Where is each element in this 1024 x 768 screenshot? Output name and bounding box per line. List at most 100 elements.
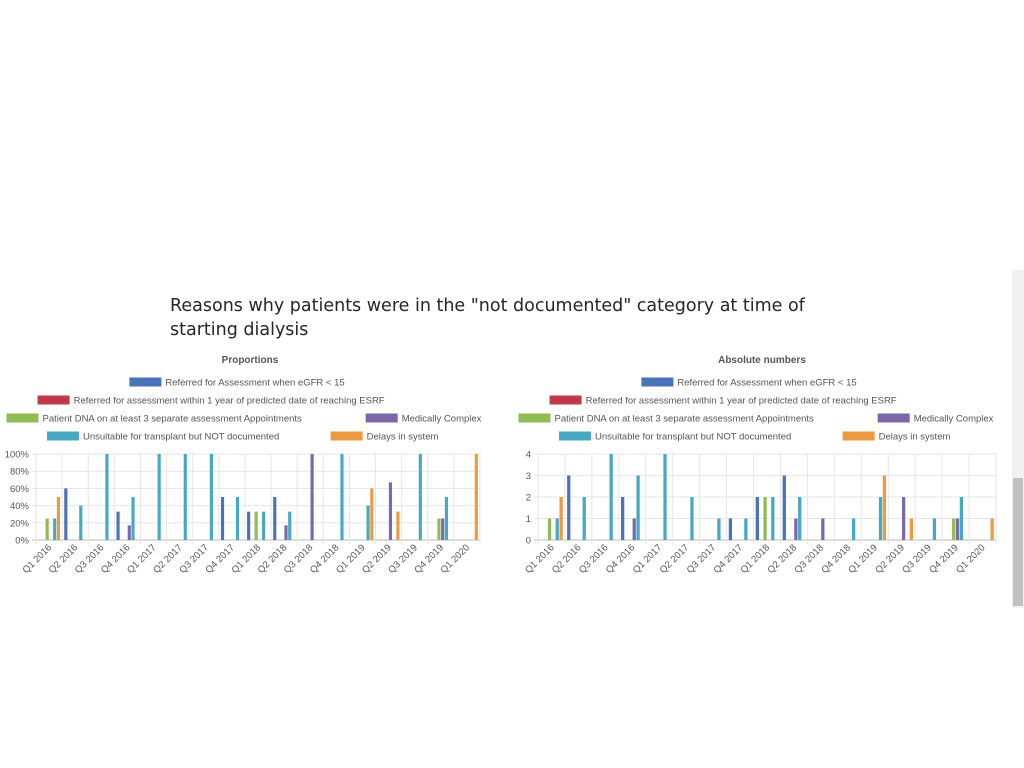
bar-unsuitable-for-transplant-but-not-documented-q1-2016[interactable] xyxy=(53,518,57,541)
y-tick-label: 60% xyxy=(10,484,30,495)
legend-label: Medically Complex xyxy=(914,414,994,425)
bar-medically-complex-q4-2019[interactable] xyxy=(955,518,960,541)
legend-item-delays-in-system[interactable]: Delays in system xyxy=(842,431,951,443)
bar-unsuitable-for-transplant-but-not-documented-q1-2019[interactable] xyxy=(366,505,370,540)
bar-referred-for-assessment-when-egfr-15-q2-2018[interactable] xyxy=(273,497,277,540)
bar-patient-dna-on-at-least-3-separate-assessment-appointments-q1-2016[interactable] xyxy=(45,518,49,541)
bar-unsuitable-for-transplant-but-not-documented-q1-2018[interactable] xyxy=(262,511,266,540)
bar-medically-complex-q4-2019[interactable] xyxy=(441,518,445,541)
bar-unsuitable-for-transplant-but-not-documented-q1-2017[interactable] xyxy=(663,454,667,540)
bar-unsuitable-for-transplant-but-not-documented-q4-2019[interactable] xyxy=(444,497,449,540)
bar-unsuitable-for-transplant-but-not-documented-q2-2016[interactable] xyxy=(79,505,83,540)
bar-patient-dna-on-at-least-3-separate-assessment-appointments-q4-2019[interactable] xyxy=(437,518,441,541)
y-tick-label: 0 xyxy=(526,536,531,547)
legend-item-referred-for-assessment-within-1-year-of-predicted-date-of-reaching-esrf[interactable]: Referred for assessment within 1 year of… xyxy=(549,395,897,407)
bar-referred-for-assessment-when-egfr-15-q4-2016[interactable] xyxy=(116,511,120,540)
bar-referred-for-assessment-when-egfr-15-q4-2017[interactable] xyxy=(220,497,225,540)
bar-delays-in-system-q1-2020[interactable] xyxy=(474,454,478,540)
bar-unsuitable-for-transplant-but-not-documented-q3-2016[interactable] xyxy=(609,454,613,540)
legend-item-delays-in-system[interactable]: Delays in system xyxy=(330,431,439,443)
bar-referred-for-assessment-when-egfr-15-q1-2018[interactable] xyxy=(247,511,251,540)
bar-patient-dna-on-at-least-3-separate-assessment-appointments-q1-2018[interactable] xyxy=(763,497,767,540)
bar-unsuitable-for-transplant-but-not-documented-q1-2017[interactable] xyxy=(157,454,161,540)
bar-referred-for-assessment-when-egfr-15-q4-2017[interactable] xyxy=(728,518,733,541)
bar-unsuitable-for-transplant-but-not-documented-q4-2017[interactable] xyxy=(744,518,748,541)
bar-unsuitable-for-transplant-but-not-documented-q4-2019[interactable] xyxy=(959,497,964,540)
legend-item-referred-for-assessment-within-1-year-of-predicted-date-of-reaching-esrf[interactable]: Referred for assessment within 1 year of… xyxy=(37,395,385,407)
bar-delays-in-system-q1-2016[interactable] xyxy=(559,497,563,540)
y-tick-label: 1 xyxy=(526,514,531,525)
bar-medically-complex-q3-2018[interactable] xyxy=(821,518,825,541)
bar-unsuitable-for-transplant-but-not-documented-q4-2016[interactable] xyxy=(131,497,135,540)
bar-delays-in-system-q1-2019[interactable] xyxy=(882,475,887,541)
bar-delays-in-system-q1-2016[interactable] xyxy=(56,497,60,540)
legend-item-medically-complex[interactable]: Medically Complex xyxy=(365,413,482,425)
legend-label: Unsuitable for transplant but NOT docume… xyxy=(595,432,791,443)
legend-item-medically-complex[interactable]: Medically Complex xyxy=(877,413,994,425)
bar-patient-dna-on-at-least-3-separate-assessment-appointments-q1-2016[interactable] xyxy=(547,518,552,541)
bar-delays-in-system-q1-2020[interactable] xyxy=(990,518,994,541)
bar-unsuitable-for-transplant-but-not-documented-q2-2017[interactable] xyxy=(690,497,694,540)
bar-referred-for-assessment-when-egfr-15-q2-2016[interactable] xyxy=(567,475,571,541)
bar-unsuitable-for-transplant-but-not-documented-q4-2016[interactable] xyxy=(636,475,640,541)
legend-label: Patient DNA on at least 3 separate asses… xyxy=(43,414,303,425)
legend-item-unsuitable-for-transplant-but-not-documented[interactable]: Unsuitable for transplant but NOT docume… xyxy=(47,431,279,443)
legend-label: Referred for assessment within 1 year of… xyxy=(586,396,897,407)
y-tick-label: 100% xyxy=(5,450,30,461)
x-tick-label: Q1 2020 xyxy=(439,542,473,576)
bar-patient-dna-on-at-least-3-separate-assessment-appointments-q4-2019[interactable] xyxy=(952,518,956,541)
bar-unsuitable-for-transplant-but-not-documented-q2-2018[interactable] xyxy=(798,497,802,540)
scrollbar-thumb[interactable] xyxy=(1013,478,1023,606)
bar-unsuitable-for-transplant-but-not-documented-q1-2018[interactable] xyxy=(771,497,775,540)
bar-unsuitable-for-transplant-but-not-documented-q2-2016[interactable] xyxy=(582,497,586,540)
bar-referred-for-assessment-when-egfr-15-q1-2018[interactable] xyxy=(755,497,759,540)
bar-unsuitable-for-transplant-but-not-documented-q3-2016[interactable] xyxy=(105,454,109,540)
legend-swatch xyxy=(47,431,79,441)
y-tick-label: 40% xyxy=(10,501,30,512)
bar-unsuitable-for-transplant-but-not-documented-q4-2017[interactable] xyxy=(235,497,240,540)
bar-referred-for-assessment-when-egfr-15-q4-2016[interactable] xyxy=(621,497,625,540)
bar-referred-for-assessment-when-egfr-15-q2-2018[interactable] xyxy=(782,475,786,541)
bar-unsuitable-for-transplant-but-not-documented-q4-2018[interactable] xyxy=(340,454,344,540)
bar-delays-in-system-q2-2019[interactable] xyxy=(396,511,400,540)
bar-patient-dna-on-at-least-3-separate-assessment-appointments-q1-2018[interactable] xyxy=(254,511,258,540)
bar-referred-for-assessment-when-egfr-15-q2-2016[interactable] xyxy=(64,488,68,540)
legend-item-referred-for-assessment-when-egfr-15[interactable]: Referred for Assessment when eGFR < 15 xyxy=(641,377,857,389)
legend-swatch xyxy=(877,413,910,423)
y-tick-label: 0% xyxy=(15,536,29,547)
legend-swatch xyxy=(6,413,39,423)
bar-medically-complex-q2-2018[interactable] xyxy=(794,518,798,541)
y-tick-label: 3 xyxy=(526,471,531,482)
bar-medically-complex-q4-2016[interactable] xyxy=(632,518,636,541)
legend-item-patient-dna-on-at-least-3-separate-assessment-appointments[interactable]: Patient DNA on at least 3 separate asses… xyxy=(518,413,815,425)
bar-medically-complex-q3-2018[interactable] xyxy=(310,454,314,540)
bar-medically-complex-q4-2016[interactable] xyxy=(127,525,131,540)
bar-unsuitable-for-transplant-but-not-documented-q3-2017[interactable] xyxy=(717,518,721,541)
bar-unsuitable-for-transplant-but-not-documented-q4-2018[interactable] xyxy=(851,518,856,541)
legend-item-patient-dna-on-at-least-3-separate-assessment-appointments[interactable]: Patient DNA on at least 3 separate asses… xyxy=(6,413,303,425)
legend-swatch xyxy=(641,377,674,387)
bar-medically-complex-q2-2019[interactable] xyxy=(902,497,906,540)
legend-label: Patient DNA on at least 3 separate asses… xyxy=(555,414,815,425)
legend-label: Delays in system xyxy=(367,432,439,443)
bar-unsuitable-for-transplant-but-not-documented-q1-2019[interactable] xyxy=(878,497,883,540)
y-tick-label: 4 xyxy=(526,450,531,461)
bar-unsuitable-for-transplant-but-not-documented-q3-2017[interactable] xyxy=(209,454,213,540)
bar-unsuitable-for-transplant-but-not-documented-q3-2019[interactable] xyxy=(932,518,937,541)
bar-medically-complex-q2-2019[interactable] xyxy=(388,482,393,540)
bar-delays-in-system-q2-2019[interactable] xyxy=(909,518,913,541)
chart-title: Absolute numbers xyxy=(718,355,806,366)
bar-unsuitable-for-transplant-but-not-documented-q1-2016[interactable] xyxy=(555,518,559,541)
bar-unsuitable-for-transplant-but-not-documented-q2-2017[interactable] xyxy=(183,454,187,540)
legend-swatch xyxy=(330,431,363,441)
bar-delays-in-system-q1-2019[interactable] xyxy=(370,488,374,540)
bar-unsuitable-for-transplant-but-not-documented-q3-2019[interactable] xyxy=(418,454,422,540)
x-tick-label: Q1 2020 xyxy=(954,542,988,576)
legend-swatch xyxy=(842,431,875,441)
bar-unsuitable-for-transplant-but-not-documented-q2-2018[interactable] xyxy=(288,511,292,540)
legend-label: Referred for Assessment when eGFR < 15 xyxy=(677,378,856,389)
legend-item-referred-for-assessment-when-egfr-15[interactable]: Referred for Assessment when eGFR < 15 xyxy=(129,377,345,389)
legend-item-unsuitable-for-transplant-but-not-documented[interactable]: Unsuitable for transplant but NOT docume… xyxy=(559,431,791,443)
bar-medically-complex-q2-2018[interactable] xyxy=(284,525,288,540)
legend-label: Medically Complex xyxy=(402,414,482,425)
